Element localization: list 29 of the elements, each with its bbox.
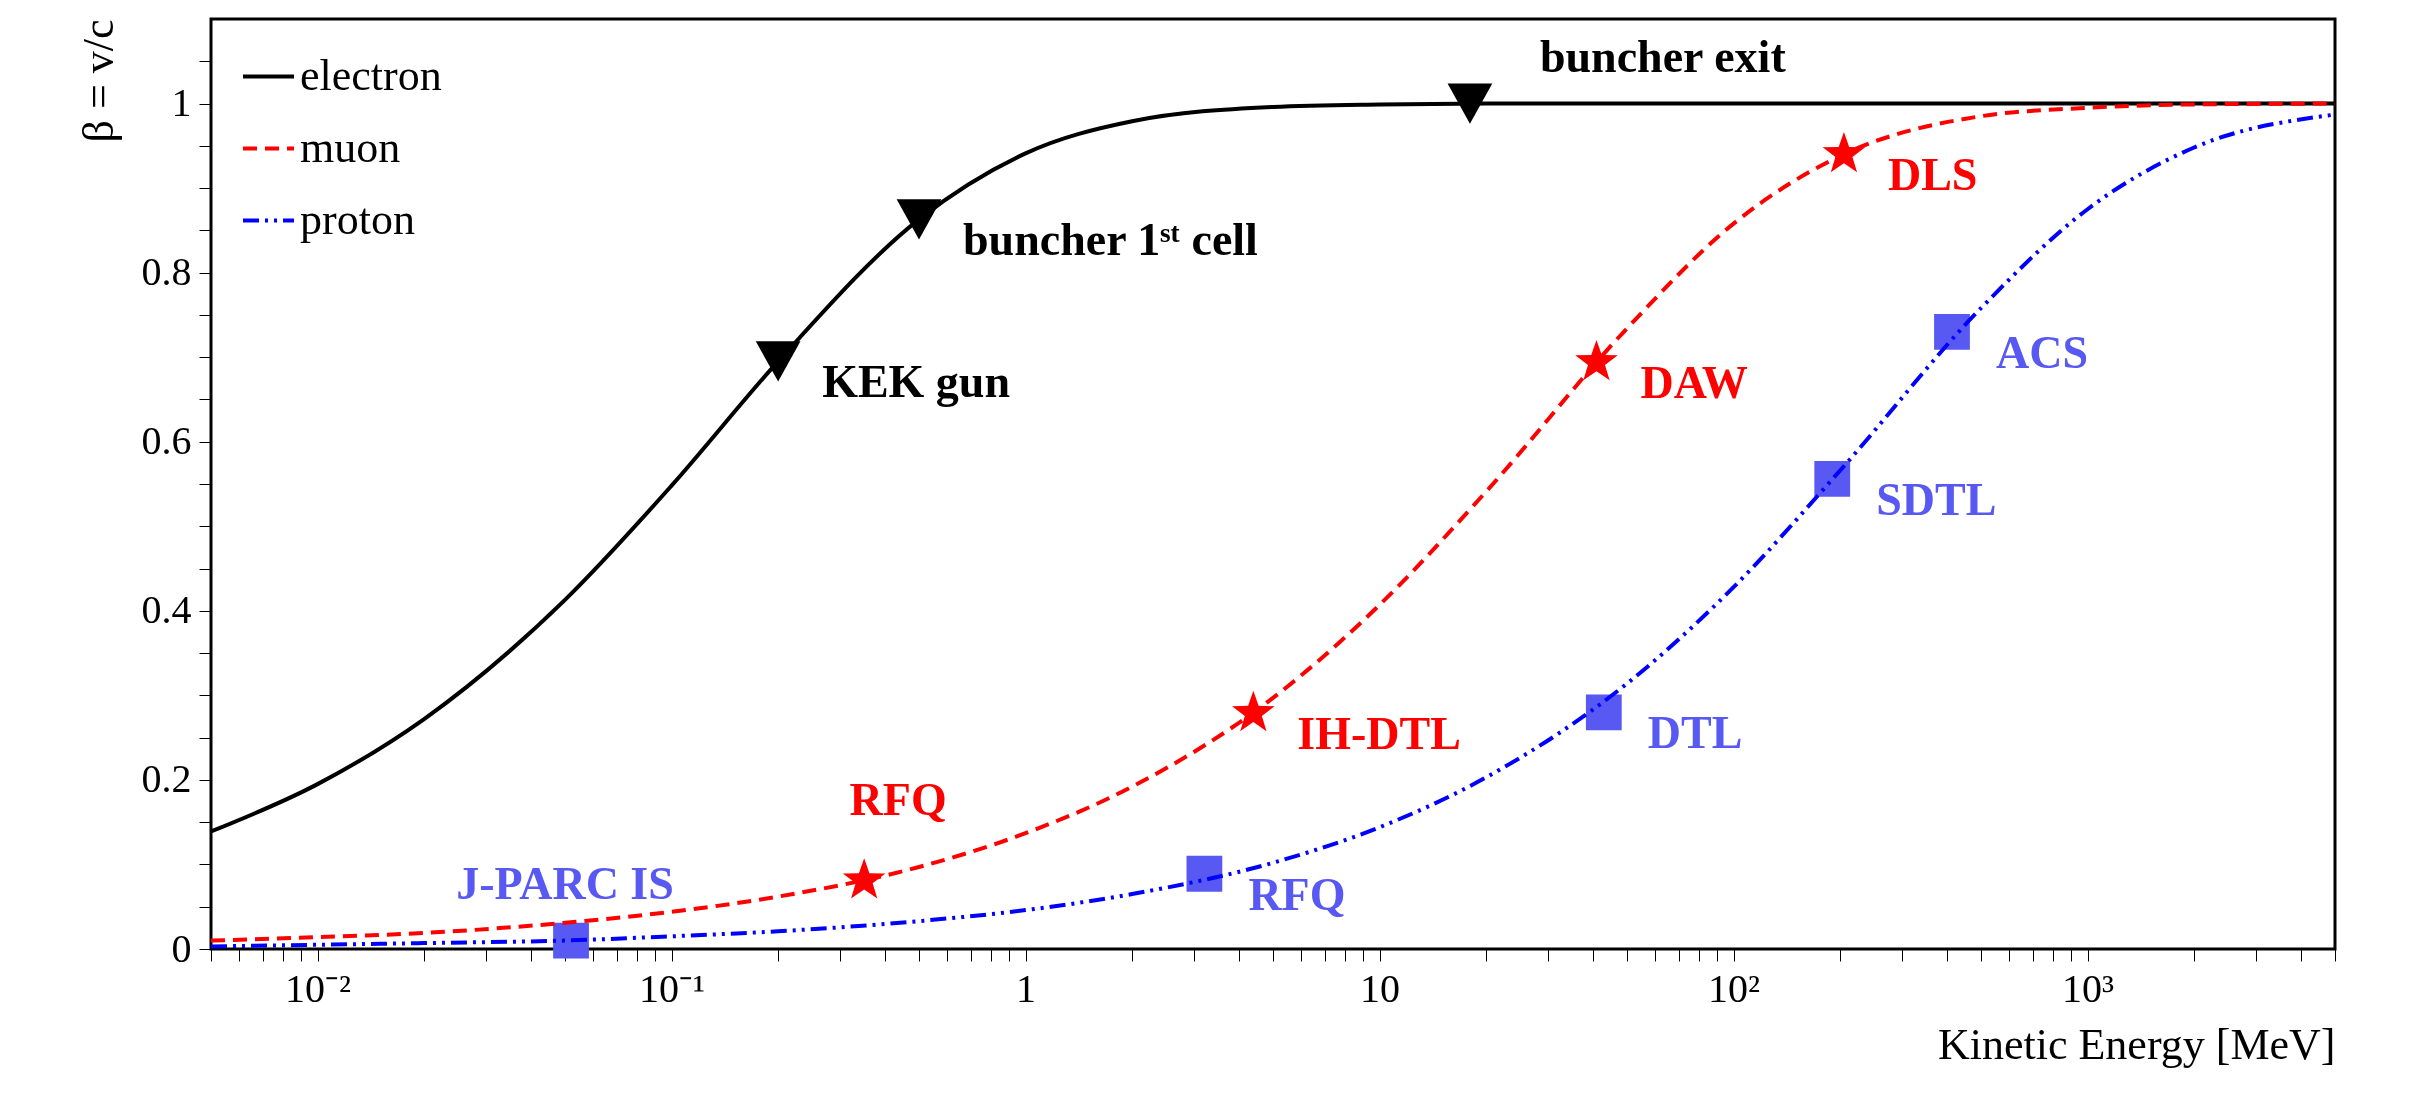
y-tick-label: 0 [171, 925, 192, 971]
data-label: RFQ [849, 773, 947, 825]
y-tick-label: 1 [171, 80, 192, 126]
x-axis-title: Kinetic Energy [MeV] [1937, 1019, 2336, 1069]
y-tick-label: 0.6 [141, 418, 192, 464]
data-label: ACS [1995, 326, 2089, 378]
x-tick-label: 10⁻¹ [639, 965, 706, 1011]
y-axis-title: β = v/c [73, 19, 123, 143]
x-tick-label: 10⁻² [285, 965, 352, 1011]
x-tick-label: 10³ [2062, 965, 2115, 1011]
y-tick-label: 0.2 [141, 756, 192, 802]
data-label: DTL [1647, 707, 1743, 759]
y-tick-label: 0.4 [141, 587, 192, 633]
y-tick-label: 0.8 [141, 249, 192, 295]
legend-label: muon [300, 122, 401, 172]
x-tick-label: 1 [1016, 965, 1037, 1011]
data-label: KEK gun [822, 356, 1011, 408]
data-label: DLS [1887, 149, 1978, 201]
data-label: SDTL [1876, 473, 1997, 525]
data-label: DAW [1640, 357, 1748, 409]
data-label: J-PARC IS [456, 857, 674, 909]
x-tick-label: 10² [1708, 965, 1761, 1011]
data-label: IH-DTL [1297, 708, 1461, 760]
data-label: buncher exit [1539, 30, 1787, 82]
legend-label: electron [300, 50, 442, 100]
legend-label: proton [300, 194, 415, 244]
x-tick-label: 10 [1360, 965, 1401, 1011]
data-label: buncher 1ˢᵗ cell [963, 214, 1258, 266]
data-label: RFQ [1248, 868, 1346, 920]
